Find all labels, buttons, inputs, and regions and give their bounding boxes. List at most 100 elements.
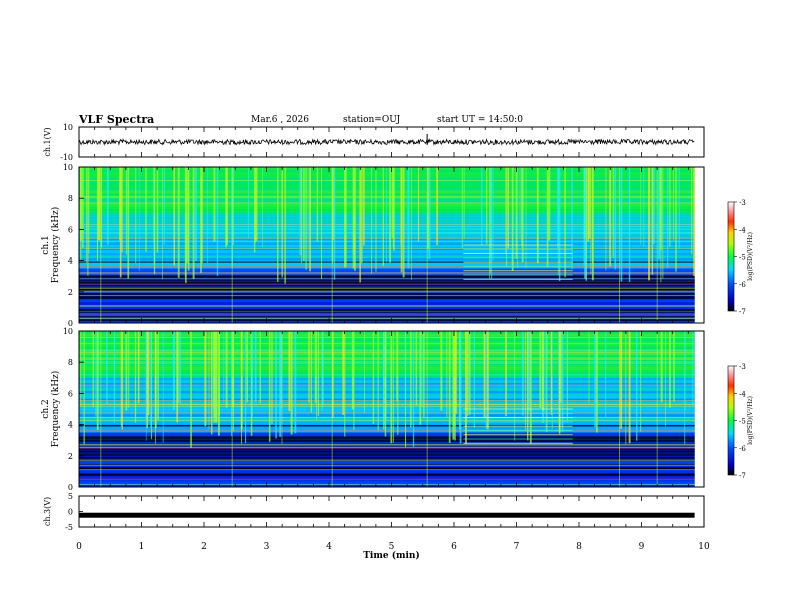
ch2-spectrogram-dark-stripe: [79, 473, 695, 476]
ch3-waveform-xtick-label: 9: [639, 542, 645, 552]
ch2-spectrogram-band: [79, 419, 695, 423]
ch2-spectrogram-band: [79, 354, 695, 358]
ch2-spectrogram-band: [79, 481, 695, 485]
ch3-waveform-xtick-label: 8: [576, 542, 582, 552]
ch2-spectrogram-colorbar-tick-label: -7: [739, 472, 746, 480]
ch2-spectrogram-band: [79, 403, 695, 407]
ch1-spectrogram-ylabel-top: ch.1: [41, 235, 51, 254]
ch2-spectrogram-band: [79, 385, 695, 389]
ch1-spectrogram-dark-stripe: [79, 310, 695, 313]
ch1-waveform-trace: [78, 138, 695, 146]
ch2-spectrogram-band: [79, 484, 695, 488]
ch2-spectrogram-ytick-label: 0: [68, 483, 73, 492]
ch2-spectrogram-ytick-label: 8: [68, 358, 73, 367]
ch2-spectrogram-dark-stripe: [79, 456, 695, 459]
ch2-spectrogram-dark-stripe: [79, 450, 695, 453]
ch2-spectrogram-dark-stripe: [79, 444, 695, 447]
ch2-spectrogram-band: [79, 461, 695, 464]
date-label: Mar.6 , 2026: [251, 115, 309, 125]
ch1-spectrogram-dark-stripe: [79, 292, 695, 295]
figure-title: VLF Spectra: [79, 113, 155, 126]
ch1-spectrogram-band: [79, 294, 695, 298]
ch1-spectrogram-band: [79, 268, 695, 272]
ch2-spectrogram-frame: [78, 330, 705, 488]
ch1-spectrogram-band: [79, 302, 695, 306]
ch1-spectrogram-band: [79, 273, 695, 277]
ch2-spectrogram-band: [79, 372, 695, 376]
ch2-spectrogram-band: [79, 367, 695, 371]
ch1-spectrogram-ytick-label: 2: [68, 288, 73, 297]
ch3-waveform-xtick-label: 0: [76, 542, 82, 552]
ch3-waveform-xtick-label: 6: [451, 542, 457, 552]
ch2-spectrogram-dark-stripe: [79, 439, 695, 443]
ch1-spectrogram-colorbar-tick-label: -5: [739, 254, 746, 262]
ch1-spectrogram-ytick-label: 8: [68, 194, 73, 203]
ch2-spectrogram-band: [79, 364, 695, 368]
ch3-waveform-ytick-label: 0: [68, 508, 73, 517]
ch2-spectrogram-band: [79, 338, 695, 342]
ch3-waveform-xlabel: Time (min): [363, 550, 420, 561]
ch2-spectrogram-band: [79, 396, 695, 399]
ch1-spectrogram-colorbar-tick-label: -7: [739, 308, 746, 316]
ch2-spectrogram-dark-stripe: [79, 424, 695, 427]
ch2-spectrogram-band: [79, 393, 695, 397]
ch2-spectrogram-band: [79, 468, 695, 472]
ch1-spectrogram-band: [79, 271, 695, 274]
ch2-spectrogram-band: [79, 375, 695, 379]
ch1-spectrogram-ytick-label: 10: [63, 163, 73, 172]
ch1-waveform-frame: [78, 126, 705, 158]
ch1-spectrogram-colorbar-label: log(PSD)(V²/Hz): [747, 232, 754, 281]
ch1-spectrogram-colorbar-tick-label: -6: [739, 281, 746, 289]
ch2-spectrogram-band: [79, 432, 695, 436]
ch2-spectrogram-ylabel-top: ch.2: [41, 399, 51, 418]
ch1-waveform-ytick-label: 10: [63, 123, 73, 132]
ch2-spectrogram-ytick-label: 6: [68, 389, 73, 398]
ch2-spectrogram-image: [79, 331, 695, 488]
start-ut-label: start UT = 14:50:0: [437, 115, 523, 125]
ch2-spectrogram-band: [79, 370, 695, 373]
ch1-spectrogram-ylabel: Frequency (kHz): [50, 207, 61, 284]
ch1-waveform-ytick-label: -10: [60, 153, 73, 162]
ch3-waveform-xtick-label: 7: [514, 542, 520, 552]
ch2-spectrogram-band: [79, 414, 695, 418]
ch1-waveform-ylabel: ch.1(V): [43, 127, 52, 156]
ch1-spectrogram-colorbar: [727, 201, 735, 312]
ch2-spectrogram-dark-stripe: [79, 474, 695, 476]
ch2-spectrogram-band: [79, 346, 695, 350]
ch2-spectrogram-band: [79, 445, 695, 449]
ch3-waveform-xtick-label: 10: [698, 542, 710, 552]
ch1-spectrogram-band: [79, 307, 695, 311]
ch1-spectrogram-colorbar-tick-label: -4: [739, 226, 746, 234]
ch3-waveform-xtick-label: 5: [389, 542, 395, 552]
ch3-waveform-trace: [79, 512, 695, 518]
ch2-spectrogram-band: [79, 479, 695, 483]
ch1-spectrogram-ytick-label: 4: [68, 257, 73, 266]
ch1-spectrogram-dark-stripe: [79, 288, 695, 291]
ch1-spectrogram-colorbar-tick-label: -3: [739, 199, 746, 207]
ch2-spectrogram-band: [79, 351, 695, 355]
ch3-waveform-xtick-label: 4: [326, 542, 332, 552]
ch3-waveform-xtick-label: 3: [264, 542, 270, 552]
ch1-spectrogram-dark-stripe: [79, 296, 695, 300]
ch3-waveform-ytick-label: 5: [68, 492, 73, 501]
ch2-spectrogram-dark-stripe: [79, 454, 695, 456]
ch3-waveform-xtick-label: 1: [139, 542, 145, 552]
ch2-spectrogram-band: [79, 377, 695, 381]
ch1-spectrogram-band: [79, 320, 695, 324]
ch2-spectrogram-colorbar-tick-label: -3: [739, 363, 746, 371]
ch2-spectrogram-dark-stripe: [79, 453, 695, 455]
ch2-spectrogram-band: [79, 429, 695, 433]
ch1-spectrogram-band: [79, 265, 695, 269]
ch1-spectrogram-band: [79, 312, 695, 316]
ch3-waveform-xtick-label: 2: [201, 542, 207, 552]
ch2-spectrogram-band: [79, 471, 695, 475]
ch2-spectrogram-colorbar: [727, 365, 735, 476]
ch2-spectrogram-band: [79, 362, 695, 366]
ch2-spectrogram-band: [79, 406, 695, 410]
ch1-spectrogram-dark-stripe: [79, 315, 695, 317]
ch2-spectrogram-colorbar-tick-label: -4: [739, 390, 746, 398]
station-label: station=OUJ: [343, 115, 401, 125]
ch2-spectrogram-band: [79, 344, 695, 347]
